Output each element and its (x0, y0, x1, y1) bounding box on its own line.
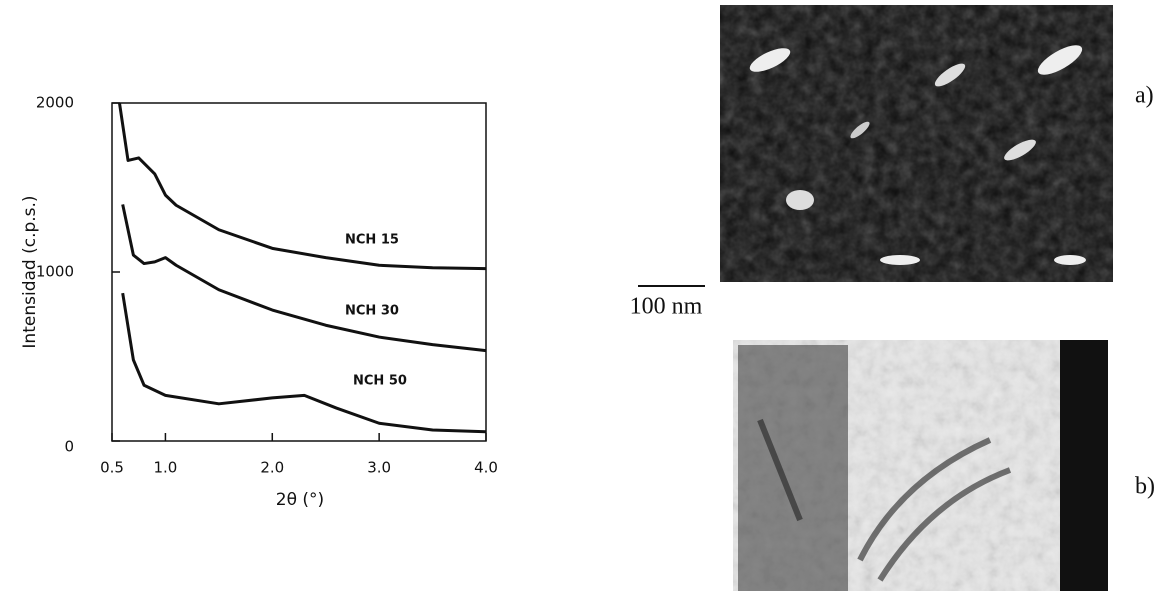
scale-bar-label: 100 nm (630, 294, 703, 320)
x-axis-label: 2θ (°) (276, 490, 324, 510)
micrograph-b (733, 340, 1108, 591)
series-line (119, 103, 486, 269)
x-tick-label: 0.5 (100, 459, 124, 477)
y-tick-label: 0 (64, 438, 74, 456)
panel-label: b) (1135, 474, 1155, 500)
series-label: NCH 15 (345, 233, 399, 248)
x-tick-label: 3.0 (367, 459, 391, 477)
y-tick-label: 1000 (36, 263, 74, 281)
x-tick-label: 4.0 (474, 459, 498, 477)
series-label: NCH 30 (345, 304, 399, 319)
x-tick-label: 2.0 (260, 459, 284, 477)
y-tick-label: 2000 (36, 94, 74, 112)
series-line (123, 204, 486, 350)
series-label: NCH 50 (353, 374, 407, 389)
series-line (123, 293, 486, 432)
panel-label: a) (1135, 83, 1154, 109)
micrograph-a (720, 5, 1113, 282)
x-tick-label: 1.0 (153, 459, 177, 477)
plot-frame (112, 103, 486, 441)
figure: Intensidad (c.p.s.) 2θ (°) 100 nm a) b) … (0, 0, 1162, 591)
